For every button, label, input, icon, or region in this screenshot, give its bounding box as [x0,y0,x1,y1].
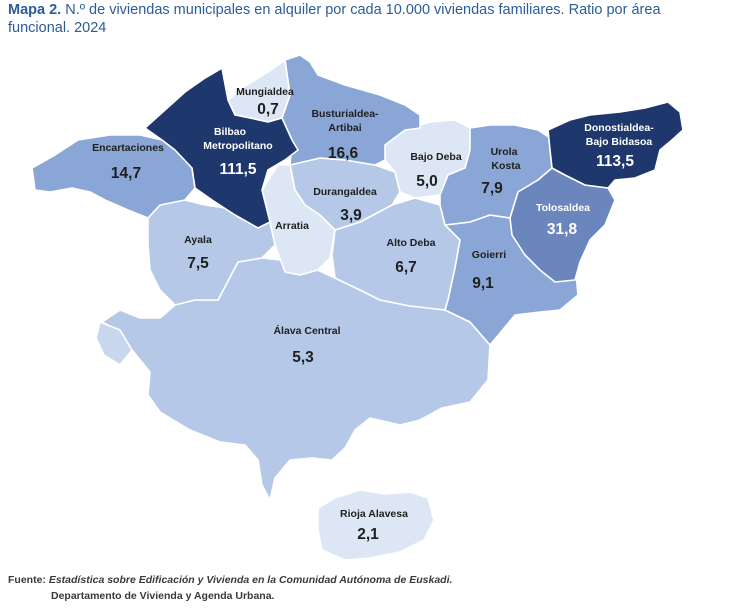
region-donostialdea[interactable] [547,101,684,189]
region-bilbao[interactable] [144,67,299,229]
label-bajo-deba: Bajo Deba [410,151,462,163]
region-arratia[interactable] [261,164,336,276]
label-arratia: Arratia [275,220,309,232]
value-rioja-alavesa: 2,1 [357,526,379,543]
value-ayala: 7,5 [187,255,209,272]
value-donostialdea: 113,5 [596,153,634,170]
label-encartaciones: Encartaciones [92,142,164,154]
label-bilbao-1: Bilbao [214,126,246,138]
map-title: Mapa 2. N.º de viviendas municipales en … [8,1,708,37]
value-alto-deba: 6,7 [395,259,417,276]
label-mungialdea: Mungialdea [236,86,294,98]
map-number: Mapa 2. [8,2,62,18]
label-donostialdea-1: Donostialdea- [584,122,654,134]
label-donostialdea-2: Bajo Bidasoa [586,136,653,148]
value-bilbao: 111,5 [219,161,256,178]
value-tolosaldea: 31,8 [547,221,578,238]
label-rioja-alavesa: Rioja Alavesa [340,508,408,520]
label-goierri: Goierri [472,249,507,261]
label-ayala: Ayala [184,234,212,246]
map-title-text: N.º de viviendas municipales en alquiler… [8,2,661,36]
value-durangaldea: 3,9 [340,207,362,224]
source-line2: Departamento de Vivienda y Agenda Urbana… [51,590,275,602]
label-urola-kosta-1: Urola [491,146,518,158]
label-urola-kosta-2: Kosta [491,160,520,172]
region-encartaciones[interactable] [31,134,196,219]
label-durangaldea: Durangaldea [313,186,377,198]
region-enclave [95,321,133,366]
label-busturialdea-1: Busturialdea- [311,108,379,120]
value-urola-kosta: 7,9 [481,180,503,197]
value-bajo-deba: 5,0 [416,173,438,190]
region-ayala[interactable] [147,199,276,306]
label-busturialdea-2: Artibai [328,122,361,134]
region-urola-kosta[interactable] [439,124,553,226]
value-mungialdea: 0,7 [257,101,279,118]
source-note: Fuente: Estadística sobre Edificación y … [8,572,452,604]
value-busturialdea: 16,6 [328,145,359,162]
value-encartaciones: 14,7 [111,165,141,182]
label-alto-deba: Alto Deba [386,237,435,249]
label-tolosaldea: Tolosaldea [536,202,590,214]
label-bilbao-2: Metropolitano [203,140,272,152]
source-label: Fuente: [8,574,46,586]
label-alava-central: Álava Central [273,324,340,337]
source-line1: Estadística sobre Edificación y Vivienda… [48,574,453,586]
value-goierri: 9,1 [472,275,494,292]
region-rioja-alavesa[interactable] [317,489,435,561]
value-alava-central: 5,3 [292,349,314,366]
